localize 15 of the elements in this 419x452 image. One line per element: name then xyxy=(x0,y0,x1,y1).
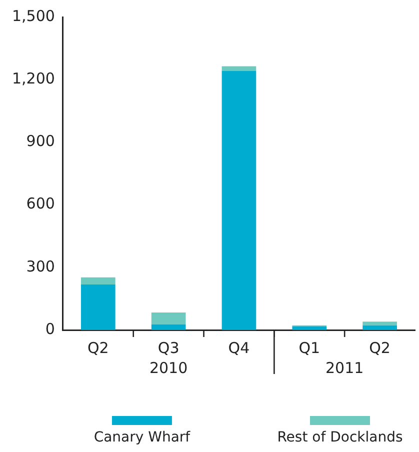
y-tick-label: 1,500 xyxy=(12,6,55,25)
y-tick-label: 1,200 xyxy=(12,69,55,88)
text: 2010 xyxy=(149,358,188,377)
legend-label: Rest of Docklands xyxy=(277,430,403,446)
y-tick-label: 900 xyxy=(26,132,55,150)
x-tick-label: Q2 xyxy=(87,338,109,357)
y-tick-label: 300 xyxy=(26,257,55,276)
text: 2011 xyxy=(325,358,364,377)
x-tick-label: Q1 xyxy=(298,338,320,357)
x-tick-label: Q2 xyxy=(369,338,390,357)
y-tick-label: 0 xyxy=(45,320,55,338)
legend-label: Canary Wharf xyxy=(94,430,192,446)
x-tick-label: Q4 xyxy=(228,338,250,357)
x-tick-label: Q3 xyxy=(158,338,180,357)
y-tick-label: 600 xyxy=(26,194,55,213)
